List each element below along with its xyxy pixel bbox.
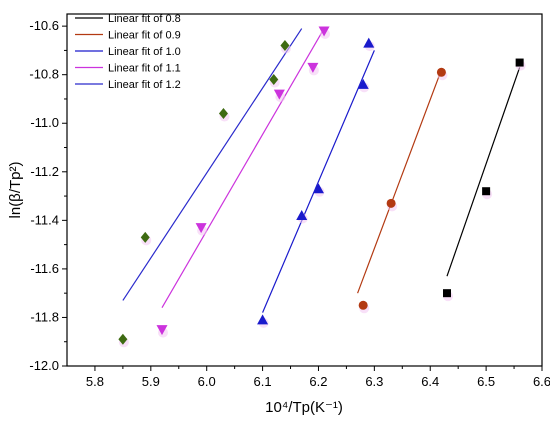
x-tick-label: 5.8 — [86, 374, 104, 389]
y-axis-title: ln(β/Tp²) — [7, 162, 24, 219]
data-point — [318, 26, 330, 37]
data-point — [118, 333, 128, 345]
data-point — [482, 187, 491, 196]
fit-line — [446, 67, 521, 277]
y-axis-ticks: -12.0 -11.8 -11.6 -11.4 -11.2 -11.0 -10.8 -10.6 — [29, 18, 67, 373]
legend: Linear fit of 0.8 Linear fit of 0.9 Linear… — [75, 13, 181, 91]
x-tick-label: 5.9 — [142, 374, 160, 389]
x-tick-label: 6.1 — [254, 374, 272, 389]
y-tick-label: -11.4 — [30, 212, 59, 227]
legend-label: Linear fit of 1.1 — [108, 63, 181, 75]
y-tick-label: -12.0 — [29, 358, 59, 373]
data-point — [436, 67, 446, 77]
x-tick-label: 6.2 — [309, 374, 327, 389]
x-tick-label: 6.3 — [365, 374, 383, 389]
data-point — [156, 325, 168, 336]
x-axis-title: 10⁴/Tp(K⁻¹) — [265, 399, 343, 416]
data-point — [443, 289, 451, 298]
y-tick-label: -11.2 — [30, 164, 59, 179]
legend-label: Linear fit of 0.8 — [108, 13, 181, 25]
data-point — [312, 183, 324, 194]
fit-lines — [122, 28, 521, 313]
x-tick-label: 6.6 — [533, 374, 550, 389]
legend-label: Linear fit of 1.2 — [108, 79, 181, 91]
data-point — [358, 300, 368, 310]
y-tick-label: -11.6 — [30, 261, 59, 276]
data-point — [140, 231, 150, 243]
data-point — [273, 89, 285, 100]
x-tick-label: 6.4 — [421, 374, 439, 389]
y-tick-label: -11.0 — [30, 115, 59, 130]
data-point — [269, 74, 279, 86]
data-point — [357, 78, 369, 89]
x-axis-ticks: 5.8 5.9 6.0 6.1 6.2 6.3 6.4 6.5 6.6 — [86, 366, 550, 389]
data-point — [307, 62, 319, 73]
y-tick-label: -11.8 — [30, 309, 59, 324]
fit-line — [357, 69, 442, 294]
data-point — [363, 37, 375, 48]
plot-frame — [66, 13, 543, 367]
data-point — [195, 223, 207, 234]
data-point — [386, 198, 396, 208]
legend-label: Linear fit of 0.9 — [108, 30, 181, 42]
data-markers — [118, 26, 526, 348]
y-tick-label: -10.8 — [29, 67, 59, 82]
fit-line — [161, 28, 325, 309]
legend-label: Linear fit of 1.0 — [108, 46, 181, 58]
x-tick-label: 6.5 — [477, 374, 495, 389]
data-point — [257, 314, 269, 325]
y-tick-label: -10.6 — [29, 18, 59, 33]
data-point — [280, 40, 290, 52]
data-point — [296, 209, 308, 220]
fit-line — [122, 28, 303, 301]
data-point — [515, 58, 524, 67]
x-tick-label: 6.0 — [198, 374, 216, 389]
data-point — [218, 108, 228, 120]
fit-line — [262, 50, 375, 313]
